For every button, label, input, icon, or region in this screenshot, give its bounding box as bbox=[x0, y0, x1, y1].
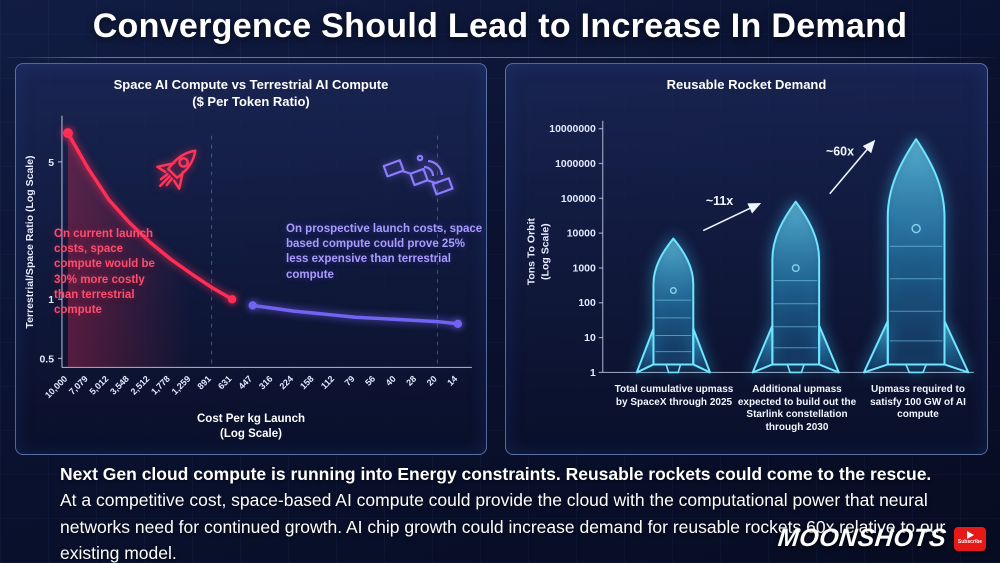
svg-text:3,548: 3,548 bbox=[108, 374, 131, 397]
subscribe-label: Subscribe bbox=[957, 539, 983, 545]
svg-text:158: 158 bbox=[298, 374, 316, 392]
right-y-axis-label-line1: Tons To Orbit bbox=[525, 218, 538, 286]
annotation-current-costs: On current launch costs, space compute w… bbox=[54, 228, 155, 316]
svg-text:112: 112 bbox=[319, 374, 336, 391]
svg-text:40: 40 bbox=[384, 374, 398, 388]
svg-text:1000000: 1000000 bbox=[555, 159, 596, 170]
svg-text:1000: 1000 bbox=[573, 263, 596, 274]
svg-text:10,000: 10,000 bbox=[43, 374, 69, 400]
subscribe-button[interactable]: Subscribe bbox=[954, 526, 986, 551]
left-chart-panel: Space AI Compute vs Terrestrial AI Compu… bbox=[15, 63, 487, 455]
left-x-axis-label-line1: Cost Per kg Launch bbox=[197, 413, 305, 425]
left-x-axis-label-line2: (Log Scale) bbox=[220, 427, 282, 440]
annotation-prospective-costs: On prospective launch costs, space based… bbox=[286, 223, 483, 281]
svg-text:100000: 100000 bbox=[561, 194, 596, 205]
svg-text:316: 316 bbox=[257, 374, 275, 392]
left-chart-title: Space AI Compute vs Terrestrial AI Compu… bbox=[113, 77, 389, 92]
svg-text:~60x: ~60x bbox=[826, 144, 854, 158]
right-chart-panel: Reusable Rocket Demand 10000000 1000000 10… bbox=[505, 63, 988, 455]
svg-text:10000: 10000 bbox=[567, 229, 596, 240]
rocket-icon bbox=[156, 149, 197, 190]
reusable-rocket-demand-chart: 10000000 1000000 100000 10000 1000 100 10 1 ~11x… bbox=[549, 120, 974, 379]
space-vs-terrestrial-line-chart: 5 1 0.5 10,0007,0795,0123,5482,5121,7781,25… bbox=[39, 115, 472, 400]
left-x-axis-label: Cost Per kg Launch (Log Scale) bbox=[16, 412, 486, 442]
svg-text:10: 10 bbox=[584, 333, 596, 344]
svg-text:7,079: 7,079 bbox=[67, 374, 90, 397]
rocket-category-label: Total cumulative upmass by SpaceX throug… bbox=[614, 384, 734, 408]
svg-text:224: 224 bbox=[278, 374, 296, 392]
svg-text:1: 1 bbox=[590, 368, 596, 379]
svg-text:~11x: ~11x bbox=[706, 194, 733, 208]
title-divider bbox=[0, 57, 1000, 58]
left-y-axis-label: Terrestrial/Space Ratio (Log Scale) bbox=[24, 155, 36, 329]
satellite-icon bbox=[382, 154, 454, 196]
svg-text:5: 5 bbox=[48, 158, 54, 169]
page-title: Convergence Should Lead to Increase In D… bbox=[92, 7, 908, 45]
summary-text: Next Gen cloud compute is running into E… bbox=[60, 461, 946, 563]
svg-text:631: 631 bbox=[216, 374, 234, 392]
summary-lead: Next Gen cloud compute is running into E… bbox=[60, 464, 932, 484]
subscribe-play-icon bbox=[966, 531, 974, 539]
svg-text:56: 56 bbox=[363, 374, 377, 388]
svg-text:100: 100 bbox=[578, 298, 596, 309]
svg-text:14: 14 bbox=[445, 374, 459, 388]
svg-text:10000000: 10000000 bbox=[549, 124, 596, 135]
svg-text:1,259: 1,259 bbox=[170, 374, 193, 397]
left-chart-subtitle: ($ Per Token Ratio) bbox=[192, 94, 310, 109]
summary-body: At a competitive cost, space-based AI co… bbox=[60, 490, 946, 563]
svg-text:79: 79 bbox=[343, 374, 357, 388]
svg-text:1,778: 1,778 bbox=[149, 374, 172, 397]
svg-text:1: 1 bbox=[48, 295, 54, 306]
channel-branding: MOONSHOTS Subscribe bbox=[776, 524, 986, 553]
svg-text:891: 891 bbox=[195, 374, 213, 392]
svg-text:5,012: 5,012 bbox=[88, 374, 111, 397]
right-chart-title: Reusable Rocket Demand bbox=[666, 77, 827, 92]
right-y-axis-label-line2: (Log Scale) bbox=[539, 223, 551, 280]
svg-text:20: 20 bbox=[425, 374, 439, 388]
rocket-category-label: Upmass required to satisfy 100 GW of AI … bbox=[870, 384, 966, 421]
svg-text:2,512: 2,512 bbox=[129, 374, 152, 397]
rocket-category-label: Additional upmass expected to build out … bbox=[737, 384, 857, 433]
svg-text:447: 447 bbox=[236, 374, 254, 392]
svg-text:28: 28 bbox=[404, 374, 418, 388]
svg-text:0.5: 0.5 bbox=[39, 354, 54, 365]
channel-logo: MOONSHOTS bbox=[776, 524, 948, 552]
right-y-axis-label: Tons To Orbit (Log Scale) bbox=[525, 197, 552, 307]
